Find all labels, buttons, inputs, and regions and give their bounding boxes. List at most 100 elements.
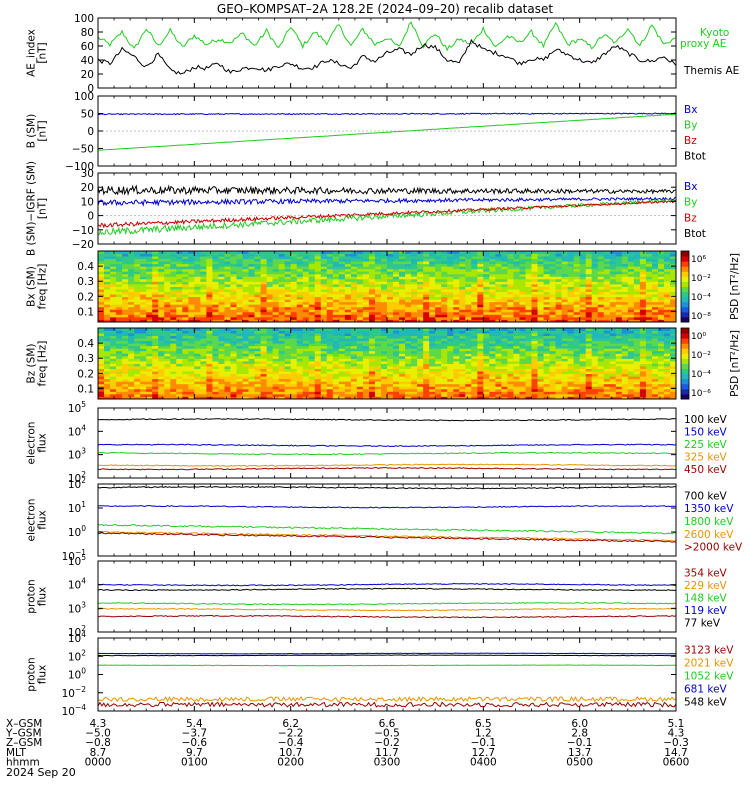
spectrogram-cell [152, 309, 158, 312]
spectrogram-cell [580, 256, 586, 259]
spectrogram-cell [224, 366, 230, 369]
spectrogram-cell [98, 351, 104, 354]
spectrogram-cell [399, 389, 405, 392]
spectrogram-cell [345, 361, 351, 364]
spectrogram-cell [592, 361, 598, 364]
spectrogram-cell [562, 271, 568, 274]
spectrogram-cell [622, 271, 628, 274]
spectrogram-cell [483, 254, 489, 257]
spectrogram-cell [664, 386, 670, 389]
spectrogram-cell [622, 366, 628, 369]
spectrogram-cell [212, 256, 218, 259]
spectrogram-cell [110, 264, 116, 267]
spectrogram-cell [568, 269, 574, 272]
spectrogram-cell [249, 371, 255, 374]
spectrogram-cell [586, 274, 592, 277]
spectrogram-cell [628, 389, 634, 392]
spectrogram-cell [327, 287, 333, 290]
spectrogram-cell [200, 294, 206, 297]
spectrogram-cell [381, 299, 387, 302]
spectrogram-cell [495, 294, 501, 297]
y-tick-label: 0.3 [77, 276, 94, 288]
spectrogram-cell [122, 386, 128, 389]
spectrogram-cell [116, 271, 122, 274]
spectrogram-cell [628, 379, 634, 382]
spectrogram-cell [230, 274, 236, 277]
spectrogram-cell [303, 266, 309, 269]
spectrogram-cell [255, 389, 261, 392]
spectrogram-cell [586, 307, 592, 310]
legend-bz: Bz [684, 135, 697, 147]
spectrogram-cell [333, 256, 339, 259]
spectrogram-cell [158, 348, 164, 351]
spectrogram-cell [501, 289, 507, 292]
spectrogram-cell [489, 269, 495, 272]
spectrogram-cell [598, 299, 604, 302]
spectrogram-cell [128, 358, 134, 361]
spectrogram-cell [447, 394, 453, 397]
spectrogram-cell [375, 366, 381, 369]
spectrogram-cell [393, 284, 399, 287]
spectrogram-cell [598, 386, 604, 389]
spectrogram-cell [393, 276, 399, 279]
spectrogram-cell [405, 309, 411, 312]
spectrogram-cell [507, 271, 513, 274]
spectrogram-cell [140, 271, 146, 274]
spectrogram-cell [507, 317, 513, 320]
spectrogram-cell [423, 302, 429, 305]
spectrogram-cell [592, 284, 598, 287]
spectrogram-cell [562, 394, 568, 397]
spectrogram-cell [363, 274, 369, 277]
spectrogram-cell [447, 279, 453, 282]
spectrogram-cell [634, 304, 640, 307]
spectrogram-cell [423, 299, 429, 302]
spectrogram-cell [610, 312, 616, 315]
spectrogram-cell [255, 356, 261, 359]
spectrogram-cell [176, 309, 182, 312]
spectrogram-cell [604, 394, 610, 397]
spectrogram-cell [592, 356, 598, 359]
spectrogram-cell [622, 254, 628, 257]
spectrogram-cell [321, 271, 327, 274]
spectrogram-cell [170, 389, 176, 392]
spectrogram-cell [532, 284, 538, 287]
spectrogram-cell [405, 266, 411, 269]
spectrogram-cell [206, 261, 212, 264]
spectrogram-cell [134, 276, 140, 279]
spectrogram-cell [104, 317, 110, 320]
spectrogram-cell [363, 376, 369, 379]
spectrogram-cell [230, 376, 236, 379]
spectrogram-cell [574, 297, 580, 300]
spectrogram-cell [586, 287, 592, 290]
spectrogram-cell [212, 317, 218, 320]
spectrogram-cell [375, 356, 381, 359]
spectrogram-cell [658, 379, 664, 382]
spectrogram-cell [586, 356, 592, 359]
spectrogram-cell [405, 374, 411, 377]
spectrogram-cell [411, 284, 417, 287]
spectrogram-cell [664, 356, 670, 359]
spectrogram-cell [164, 299, 170, 302]
spectrogram-cell [465, 264, 471, 267]
spectrogram-cell [236, 274, 242, 277]
spectrogram-cell [471, 264, 477, 267]
spectrogram-cell [188, 279, 194, 282]
spectrogram-cell [333, 281, 339, 284]
spectrogram-cell [610, 259, 616, 262]
spectrogram-cell [670, 317, 676, 320]
spectrogram-cell [610, 254, 616, 257]
spectrogram-cell [483, 317, 489, 320]
spectrogram-cell [98, 274, 104, 277]
spectrogram-cell [200, 287, 206, 290]
spectrogram-cell [477, 279, 483, 282]
spectrogram-cell [200, 266, 206, 269]
spectrogram-cell [568, 254, 574, 257]
spectrogram-cell [453, 307, 459, 310]
spectrogram-cell [562, 374, 568, 377]
spectrogram-cell [285, 299, 291, 302]
spectrogram-cell [664, 281, 670, 284]
spectrogram-cell [224, 309, 230, 312]
spectrogram-cell [405, 371, 411, 374]
spectrogram-cell [616, 374, 622, 377]
spectrogram-cell [441, 317, 447, 320]
